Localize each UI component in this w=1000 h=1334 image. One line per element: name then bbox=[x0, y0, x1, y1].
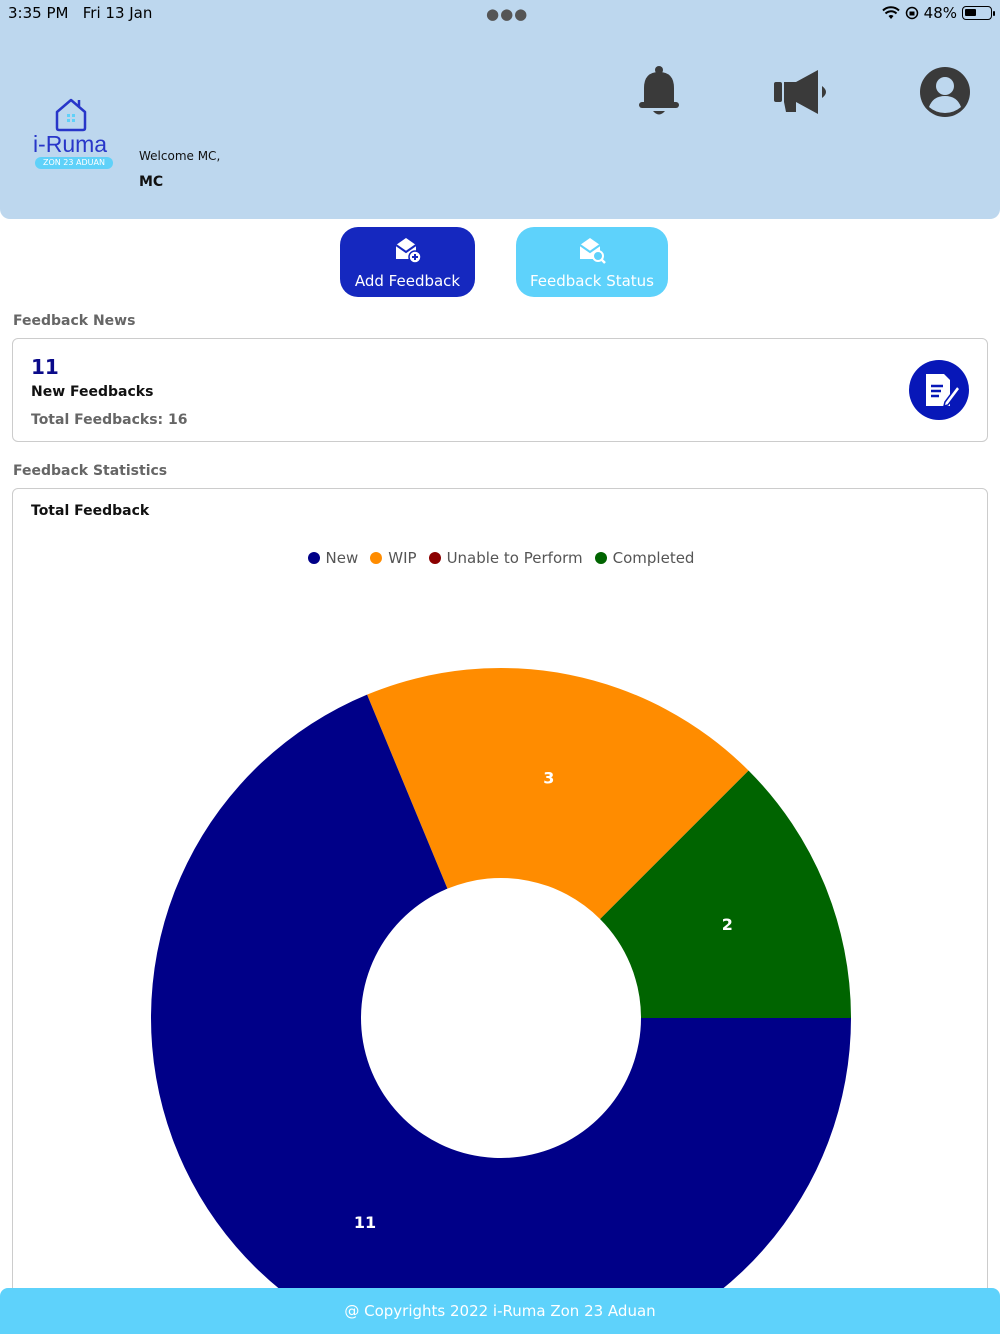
status-time: 3:35 PM Fri 13 Jan bbox=[8, 4, 152, 22]
orientation-lock-icon bbox=[905, 6, 919, 20]
add-feedback-button[interactable]: Add Feedback bbox=[340, 227, 475, 297]
feedback-status-label: Feedback Status bbox=[516, 272, 668, 290]
donut-data-label: 3 bbox=[543, 769, 554, 788]
feedback-news-heading: Feedback News bbox=[13, 313, 135, 329]
donut-data-label: 2 bbox=[722, 915, 733, 934]
wifi-icon bbox=[882, 6, 900, 20]
house-logo-icon bbox=[53, 96, 89, 132]
bell-icon[interactable] bbox=[638, 64, 680, 118]
app-logo: i-Ruma ZON 23 ADUAN bbox=[22, 96, 118, 176]
new-feedback-label: New Feedbacks bbox=[31, 384, 153, 400]
feedback-status-icon bbox=[577, 235, 607, 265]
welcome-text: Welcome MC, bbox=[139, 149, 220, 163]
feedback-news-card[interactable]: 11 New Feedbacks Total Feedbacks: 16 bbox=[12, 338, 988, 442]
logo-subtext: ZON 23 ADUAN bbox=[35, 157, 113, 169]
app-header: 3:35 PM Fri 13 Jan ●●● 48% i-Ruma ZON 23… bbox=[0, 0, 1000, 219]
feedback-status-button[interactable]: Feedback Status bbox=[516, 227, 668, 297]
feedback-statistics-heading: Feedback Statistics bbox=[13, 463, 167, 479]
battery-percent: 48% bbox=[924, 4, 957, 22]
add-feedback-label: Add Feedback bbox=[340, 272, 475, 290]
logo-text: i-Ruma bbox=[22, 131, 118, 158]
username: MC bbox=[139, 174, 163, 190]
total-feedback-label: Total Feedbacks: 16 bbox=[31, 412, 188, 428]
megaphone-icon[interactable] bbox=[774, 68, 832, 116]
multitask-dots-icon[interactable]: ●●● bbox=[486, 5, 528, 23]
feedback-statistics-card: Total Feedback New WIP Unable to Perform Co… bbox=[12, 488, 988, 1308]
document-edit-icon bbox=[909, 360, 969, 420]
user-profile-icon[interactable] bbox=[920, 67, 970, 117]
add-feedback-icon bbox=[393, 235, 423, 265]
status-bar: 3:35 PM Fri 13 Jan ●●● 48% bbox=[0, 0, 1000, 30]
donut-chart: 2 3 11 bbox=[13, 489, 988, 1308]
footer: @ Copyrights 2022 i-Ruma Zon 23 Aduan bbox=[0, 1288, 1000, 1334]
donut-data-label: 11 bbox=[354, 1213, 376, 1232]
feedback-document-button[interactable] bbox=[909, 360, 969, 420]
battery-icon bbox=[962, 6, 992, 20]
new-feedback-count: 11 bbox=[31, 355, 59, 379]
status-indicators: 48% bbox=[882, 4, 992, 22]
